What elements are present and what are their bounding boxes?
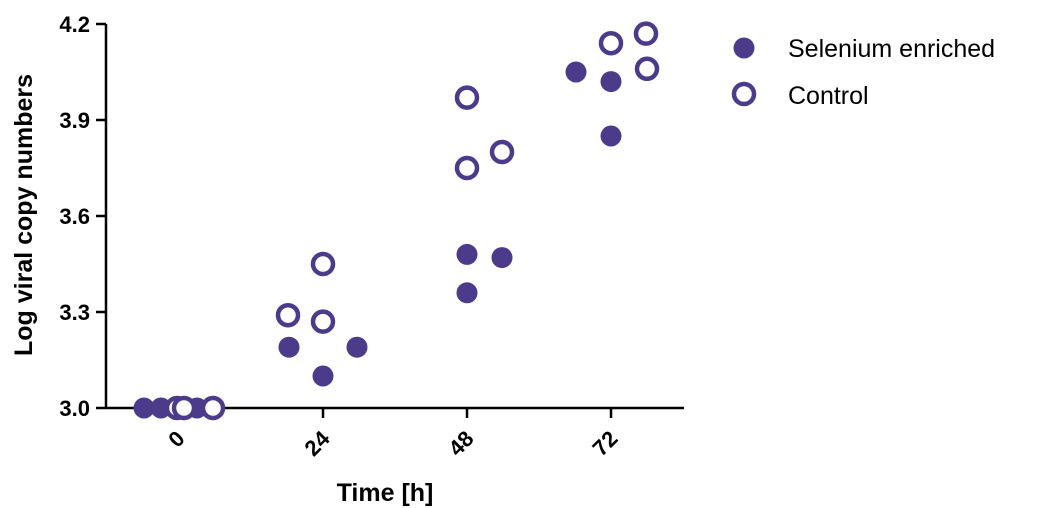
- x-tick-label: 24: [300, 425, 336, 461]
- legend-label-control: Control: [788, 82, 869, 110]
- y-tick-label: 4.2: [59, 12, 90, 37]
- control-point: [489, 139, 515, 165]
- control-point: [171, 395, 197, 421]
- control-point: [634, 56, 660, 82]
- control-point: [310, 251, 336, 277]
- selenium-enriched-point: [600, 71, 622, 93]
- y-tick-label: 3.9: [59, 108, 90, 133]
- selenium-enriched-point: [312, 365, 334, 387]
- legend-marker-selenium-enriched: [733, 37, 755, 59]
- control-point: [275, 302, 301, 328]
- control-point: [454, 155, 480, 181]
- data-points: [133, 21, 660, 421]
- axes: [104, 24, 684, 410]
- control-point: [310, 309, 336, 334]
- x-tick-label: 72: [588, 426, 623, 461]
- control-point: [200, 395, 226, 421]
- y-tick-label: 3.6: [59, 204, 90, 229]
- selenium-enriched-point: [278, 336, 300, 358]
- x-tick-label: 0: [163, 426, 189, 452]
- legend-marker-control: [731, 81, 757, 107]
- y-ticks: 3.0 3.3 3.6 3.9 4.2: [59, 12, 106, 421]
- x-axis-title: Time [h]: [337, 479, 434, 507]
- selenium-enriched-point: [133, 397, 155, 419]
- x-ticks: 0 24 48 72: [163, 408, 623, 461]
- selenium-enriched-point: [456, 282, 478, 304]
- x-tick-label: 48: [444, 426, 479, 461]
- y-tick-label: 3.3: [59, 300, 90, 325]
- selenium-enriched-point: [456, 243, 478, 265]
- selenium-enriched-point: [346, 336, 368, 358]
- selenium-enriched-point: [600, 125, 622, 147]
- y-axis-title: Log viral copy numbers: [10, 74, 38, 356]
- control-point: [633, 21, 659, 46]
- control-point: [454, 85, 480, 110]
- control-point: [598, 30, 624, 56]
- y-tick-label: 3.0: [59, 396, 90, 421]
- legend-label-selenium-enriched: Selenium enriched: [788, 35, 995, 63]
- selenium-enriched-point: [491, 247, 513, 269]
- selenium-enriched-point: [565, 61, 587, 83]
- legend: Selenium enriched Control: [731, 35, 995, 110]
